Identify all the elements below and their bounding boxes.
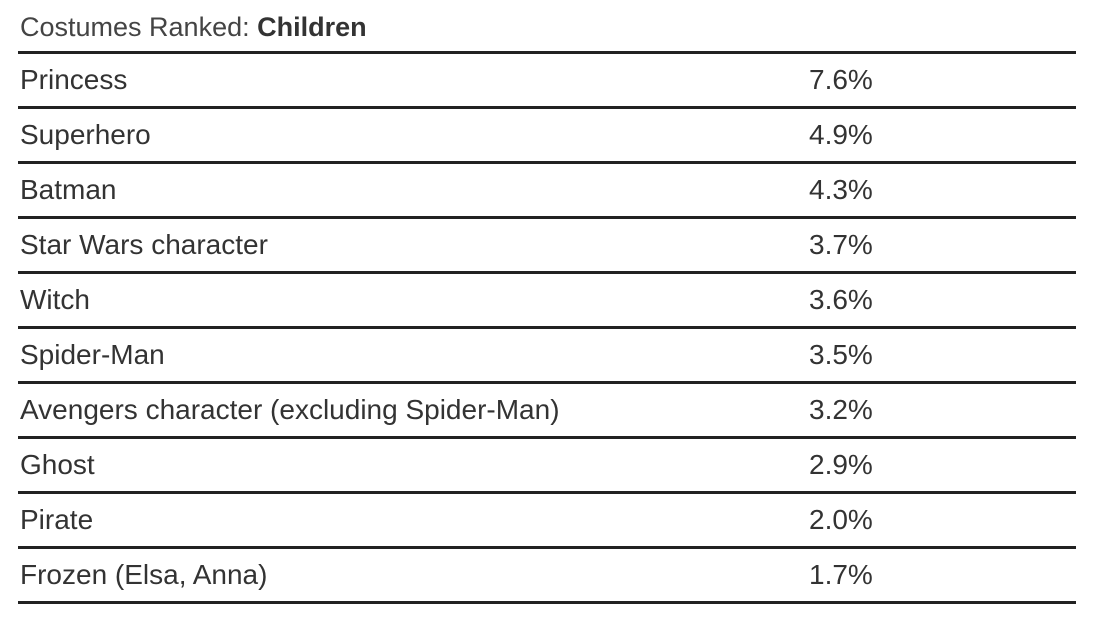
row-value: 4.9%	[809, 119, 873, 150]
table-row: Witch 3.6%	[18, 274, 1076, 329]
row-value: 2.9%	[809, 449, 873, 480]
row-name: Star Wars character	[20, 229, 268, 260]
table-row: Star Wars character 3.7%	[18, 219, 1076, 274]
table-row: Princess 7.6%	[18, 54, 1076, 109]
row-name: Spider-Man	[20, 339, 165, 370]
row-name: Ghost	[20, 449, 95, 480]
row-name: Superhero	[20, 119, 151, 150]
row-value: 1.7%	[809, 559, 873, 590]
row-value: 3.2%	[809, 394, 873, 425]
table-row: Avengers character (excluding Spider-Man…	[18, 384, 1076, 439]
row-value: 4.3%	[809, 174, 873, 205]
row-name: Witch	[20, 284, 90, 315]
table-title-text: Costumes Ranked:	[20, 12, 250, 42]
table-row: Batman 4.3%	[18, 164, 1076, 219]
table-row: Ghost 2.9%	[18, 439, 1076, 494]
table-row: Spider-Man 3.5%	[18, 329, 1076, 384]
row-value: 7.6%	[809, 64, 873, 95]
row-name: Batman	[20, 174, 117, 205]
table-title: Costumes Ranked: Children	[20, 10, 367, 44]
row-name: Frozen (Elsa, Anna)	[20, 559, 268, 590]
row-name: Princess	[20, 64, 128, 95]
row-value: 3.6%	[809, 284, 873, 315]
row-name: Avengers character (excluding Spider-Man…	[20, 394, 560, 425]
row-value: 3.7%	[809, 229, 873, 260]
row-name: Pirate	[20, 504, 94, 535]
table-row: Pirate 2.0%	[18, 494, 1076, 549]
row-value: 2.0%	[809, 504, 873, 535]
table-row: Frozen (Elsa, Anna) 1.7%	[18, 549, 1076, 604]
table-title-bold: Children	[257, 12, 367, 42]
costume-table: Princess 7.6% Superhero 4.9% Batman 4.3%…	[18, 51, 1076, 604]
row-value: 3.5%	[809, 339, 873, 370]
table-row: Superhero 4.9%	[18, 109, 1076, 164]
